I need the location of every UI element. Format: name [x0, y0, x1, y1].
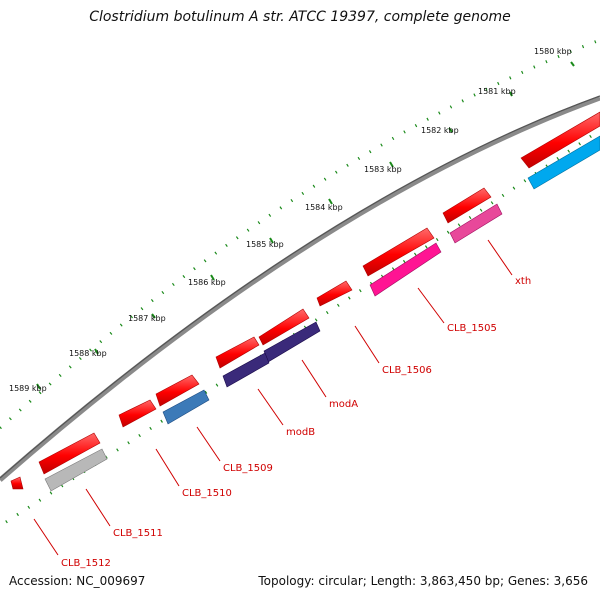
map-title: Clostridium botulinum A str. ATCC 19397,… — [89, 9, 511, 25]
genome-summary-text: Topology: circular; Length: 3,863,450 bp… — [258, 574, 588, 588]
gene-feature[interactable] — [449, 203, 503, 244]
tick-label: 1580 kbp — [534, 47, 572, 56]
tick-label: 1581 kbp — [478, 87, 516, 96]
gene-labels: xth CLB_1505 CLB_1506 modA modB CLB_1509… — [61, 276, 531, 569]
tick-ring-outer — [0, 38, 600, 430]
gene-feature[interactable] — [222, 352, 270, 388]
tick-label: 1585 kbp — [246, 240, 284, 249]
major-ticks — [36, 61, 575, 390]
gene-label: CLB_1506 — [382, 365, 432, 376]
gene-label: CLB_1512 — [61, 558, 111, 569]
genome-backbone-highlight — [0, 95, 600, 479]
tick-labels: 1580 kbp 1581 kbp 1582 kbp 1583 kbp 1584… — [9, 47, 572, 393]
gene-label: CLB_1510 — [182, 488, 232, 499]
colored-genes — [44, 135, 600, 492]
accession-text: Accession: NC_009697 — [9, 574, 146, 588]
gene-label: modB — [286, 427, 315, 438]
tick-label: 1584 kbp — [305, 203, 343, 212]
tick-label: 1582 kbp — [421, 126, 459, 135]
gene-label: CLB_1509 — [223, 463, 273, 474]
gene-label: xth — [515, 276, 531, 287]
gene-feature[interactable] — [362, 227, 435, 277]
gene-feature[interactable] — [162, 389, 210, 425]
gene-feature[interactable] — [316, 280, 353, 307]
tick-label: 1589 kbp — [9, 384, 47, 393]
tick-label: 1587 kbp — [128, 314, 166, 323]
gene-feature[interactable] — [44, 448, 108, 492]
gene-feature[interactable] — [258, 308, 310, 346]
label-leaders — [33, 239, 513, 556]
gene-feature[interactable] — [442, 187, 492, 224]
gene-feature[interactable] — [215, 336, 260, 369]
gene-feature[interactable] — [520, 111, 600, 169]
gene-label: CLB_1511 — [113, 528, 163, 539]
genome-backbone — [0, 95, 600, 482]
tick-label: 1586 kbp — [188, 278, 226, 287]
gene-label: modA — [329, 399, 358, 410]
gene-feature[interactable] — [369, 242, 442, 297]
gene-label: CLB_1505 — [447, 323, 497, 334]
gene-feature[interactable] — [118, 399, 157, 428]
gene-feature[interactable] — [38, 432, 101, 475]
gene-feature[interactable] — [155, 374, 200, 407]
tick-label: 1583 kbp — [364, 165, 402, 174]
gene-feature[interactable] — [527, 135, 600, 190]
tick-label: 1588 kbp — [69, 349, 107, 358]
forward-genes — [10, 111, 600, 490]
gene-feature[interactable] — [10, 476, 24, 490]
